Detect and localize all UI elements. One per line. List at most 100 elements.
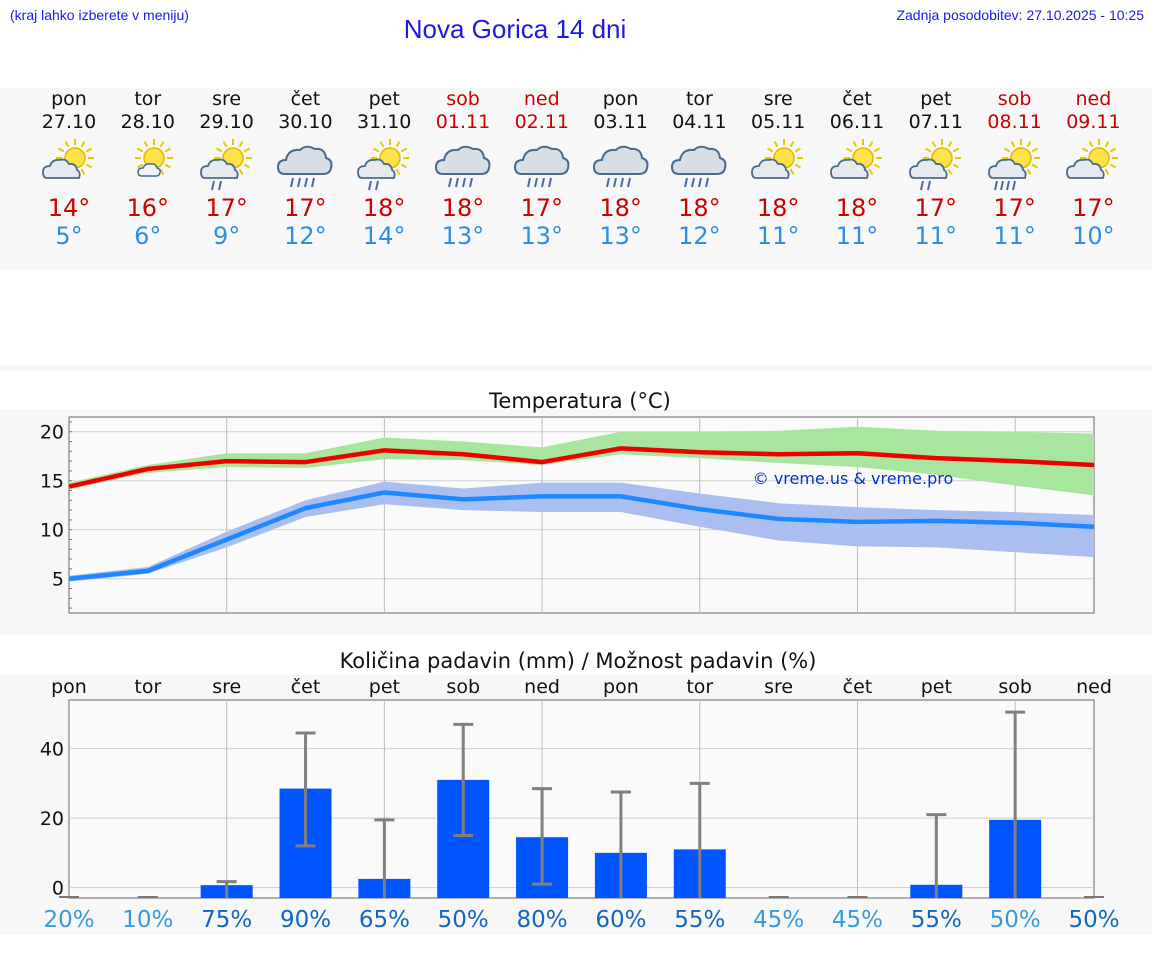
max-temperature: 17° — [1072, 194, 1115, 222]
partly-cloudy-icon — [1063, 138, 1123, 192]
temperature-chart-title: Temperatura (°C) — [488, 389, 671, 413]
page-title: Nova Gorica 14 dni — [403, 14, 627, 44]
min-temperature: 12° — [678, 222, 721, 250]
cloudy-rain-icon — [275, 138, 335, 192]
day-date: 27.10 — [41, 111, 97, 133]
precipitation-probability: 75% — [201, 907, 252, 933]
day-date: 08.11 — [987, 111, 1042, 133]
precipitation-tick-label: 20 — [40, 808, 64, 830]
day-column: tor 04.11 18° 12° — [659, 88, 739, 250]
day-column: ned 02.11 17° 13° — [502, 88, 582, 250]
precipitation-probability: 45% — [832, 907, 883, 933]
cloudy-rain-icon — [591, 138, 651, 192]
precipitation-probability: 20% — [43, 907, 94, 933]
precipitation-day-label: ned — [1076, 676, 1112, 698]
partly-cloudy-icon — [827, 138, 887, 192]
daily-forecast: pon 27.10 14° 5° tor 28.10 16° 6° sre 29.10 17° 9° č… — [0, 88, 1152, 263]
max-temperature: 18° — [756, 194, 800, 222]
max-temperature: 18° — [835, 194, 879, 222]
partly-cloudy-icon — [748, 138, 808, 192]
day-name: pon — [51, 88, 87, 110]
day-name: čet — [842, 88, 872, 110]
temperature-chart: Temperatura (°C) 5 10 15 20 © vreme.us & vrem… — [40, 389, 1095, 614]
temperature-tick-label: 10 — [40, 520, 64, 542]
day-column: pet 31.10 18° 14° — [344, 88, 424, 250]
precipitation-probability: 50% — [438, 907, 489, 933]
precipitation-day-label: sob — [446, 676, 480, 698]
min-temperature: 6° — [134, 222, 162, 250]
last-update: Zadnja posodobitev: 27.10.2025 - 10:25 — [896, 7, 1144, 23]
day-date: 01.11 — [435, 111, 491, 133]
separator-band — [0, 365, 1152, 371]
min-temperature: 13° — [520, 222, 564, 250]
day-name: čet — [290, 88, 321, 110]
day-column: sre 29.10 17° 9° — [187, 88, 267, 250]
day-date: 29.10 — [199, 111, 254, 133]
day-name: pet — [920, 88, 952, 110]
max-temperature: 18° — [362, 194, 406, 222]
precipitation-day-label: čet — [843, 676, 873, 698]
max-temperature: 17° — [284, 194, 327, 222]
precipitation-chart: Količina padavin (mm) / Možnost padavin … — [40, 649, 1120, 933]
precipitation-day-label: sre — [764, 676, 793, 698]
day-date: 04.11 — [672, 111, 727, 133]
day-name: tor — [134, 88, 162, 110]
max-temperature: 17° — [914, 194, 958, 222]
max-temperature: 17° — [520, 194, 564, 222]
day-column: ned 09.11 17° 10° — [1053, 88, 1133, 250]
precipitation-day-label: pon — [603, 676, 639, 698]
temperature-tick-label: 15 — [40, 471, 64, 493]
location-hint: (kraj lahko izberete v meniju) — [10, 7, 189, 23]
precipitation-probability: 65% — [359, 907, 410, 933]
mostly-sunny-icon — [118, 138, 178, 192]
max-temperature: 14° — [47, 194, 91, 222]
day-date: 03.11 — [593, 111, 648, 133]
max-temperature-line — [68, 446, 1095, 489]
max-temperature: 16° — [126, 194, 170, 222]
precipitation-probability: 60% — [595, 907, 646, 933]
day-date: 30.10 — [278, 111, 333, 133]
min-temperature: 11° — [914, 222, 958, 250]
precipitation-day-label: pet — [369, 676, 400, 698]
min-temperature: 12° — [284, 222, 327, 250]
day-name: pon — [602, 88, 639, 110]
precipitation-day-label: čet — [291, 676, 321, 698]
day-column: sob 08.11 17° 11° — [975, 88, 1055, 250]
precipitation-tick-label: 40 — [40, 739, 64, 761]
cloudy-rain-icon — [512, 138, 572, 192]
day-column: pon 03.11 18° 13° — [581, 88, 661, 250]
precipitation-day-label: tor — [686, 676, 713, 698]
min-temperature: 14° — [362, 222, 406, 250]
day-column: pet 07.11 17° 11° — [896, 88, 976, 250]
day-name: sob — [446, 88, 480, 110]
precipitation-day-label: tor — [134, 676, 161, 698]
min-temperature: 9° — [212, 222, 241, 250]
max-temperature: 18° — [441, 194, 485, 222]
forecast-band — [0, 88, 1152, 270]
precipitation-day-label: sre — [212, 676, 241, 698]
day-name: tor — [685, 88, 713, 110]
precipitation-chart-title: Količina padavin (mm) / Možnost padavin … — [340, 649, 817, 673]
day-name: sre — [212, 88, 242, 110]
max-temperature: 17° — [993, 194, 1036, 222]
day-column: čet 30.10 17° 12° — [265, 88, 345, 250]
day-date: 07.11 — [908, 111, 963, 133]
precipitation-probability: 55% — [911, 907, 962, 933]
max-temperature: 18° — [599, 194, 642, 222]
chart-watermark: © vreme.us & vreme.pro — [753, 469, 954, 488]
min-temperature: 10° — [1072, 222, 1115, 250]
min-temperature: 13° — [599, 222, 642, 250]
cloudy-rain-icon — [669, 138, 729, 192]
day-date: 06.11 — [829, 111, 885, 133]
precipitation-probability: 50% — [1068, 907, 1119, 933]
min-temperature: 13° — [441, 222, 485, 250]
sun-light-rain-icon — [906, 138, 966, 192]
precipitation-day-label: sob — [998, 676, 1032, 698]
min-temperature-range — [69, 481, 1094, 582]
min-temperature: 11° — [835, 222, 879, 250]
max-temperature: 18° — [678, 194, 721, 222]
min-temperature: 11° — [756, 222, 800, 250]
precipitation-day-label: ned — [524, 676, 560, 698]
day-column: tor 28.10 16° 6° — [108, 88, 188, 250]
day-name: pet — [368, 88, 400, 110]
